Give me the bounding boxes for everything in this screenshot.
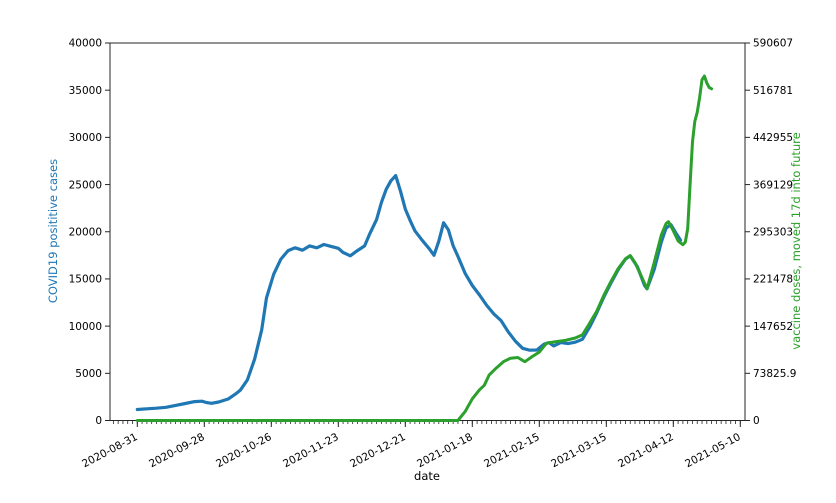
left-tick-label: 30000: [69, 132, 102, 144]
right-axis-label: vaccine doses, moved 17d into future: [789, 132, 803, 349]
left-axis-ticks: 0 5000 10000 15000 20000 25000 30000 35000 40000: [69, 38, 110, 427]
right-tick-label: 590607: [753, 38, 793, 50]
plot-area: [109, 42, 746, 421]
left-tick-label: 25000: [69, 179, 102, 191]
data-lines: [135, 74, 714, 422]
right-tick-label: 295303: [753, 226, 793, 238]
x-axis-label: date: [414, 469, 440, 483]
left-tick-label: 5000: [75, 368, 102, 380]
right-tick-label: 0: [753, 415, 760, 427]
right-tick-label: 147652: [753, 321, 793, 333]
right-tick-label: 516781: [753, 85, 793, 97]
left-tick-label: 0: [95, 415, 102, 427]
left-tick-label: 35000: [69, 85, 102, 97]
right-tick-label: 369129: [753, 179, 793, 191]
right-tick-label: 221478: [753, 274, 793, 286]
right-axis-ticks: 0 73825.9 147652 221478 295303 369129 442955 51…: [745, 38, 796, 427]
left-tick-label: 10000: [69, 321, 102, 333]
left-tick-label: 15000: [69, 274, 102, 286]
right-tick-label: 442955: [753, 132, 793, 144]
right-tick-label: 73825.9: [753, 368, 796, 380]
left-tick-label: 40000: [69, 38, 102, 50]
left-tick-label: 20000: [69, 226, 102, 238]
vaccine-doses-line: [135, 74, 714, 422]
left-axis-label: COVID19 posititive cases: [46, 159, 60, 303]
